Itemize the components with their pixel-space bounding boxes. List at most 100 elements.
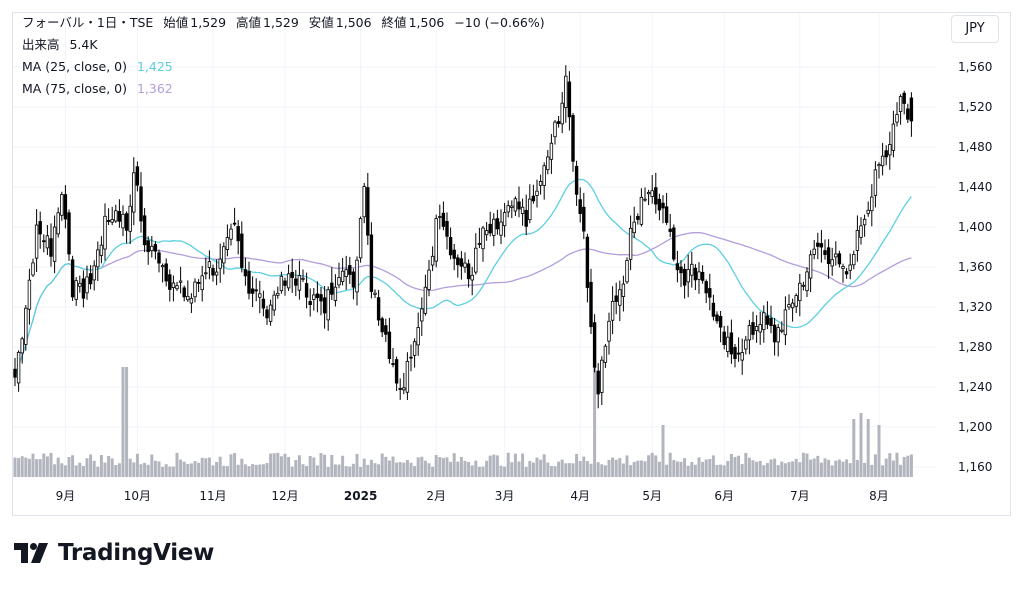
candle-body xyxy=(780,329,784,332)
candle-body xyxy=(906,108,910,120)
y-tick-label: 1,320 xyxy=(958,300,992,314)
candle-body xyxy=(258,293,262,298)
candle-body xyxy=(45,235,50,249)
candle-body xyxy=(355,259,359,293)
candle-body xyxy=(816,242,820,247)
volume-bar xyxy=(481,466,485,477)
volume-bar xyxy=(852,419,856,477)
volume-bar xyxy=(13,457,17,477)
volume-bar xyxy=(168,466,172,477)
candle-body xyxy=(376,297,381,321)
candle-body xyxy=(567,81,572,118)
volume-bar xyxy=(639,460,643,477)
candle-body xyxy=(27,279,32,310)
candle-body xyxy=(492,218,496,236)
ma75-legend[interactable]: MA (75, close, 0) 1,362 xyxy=(22,81,175,97)
volume-bar xyxy=(823,458,827,477)
candle-body xyxy=(193,281,197,298)
volume-bar xyxy=(96,466,100,477)
candle-body xyxy=(553,121,557,138)
symbol-title[interactable]: フォーバル・1日・TSE xyxy=(22,15,154,30)
candle-body xyxy=(898,96,903,112)
volume-bar xyxy=(330,454,334,477)
high-value: 1,529 xyxy=(263,15,299,30)
volume-bar xyxy=(841,461,845,477)
volume-bar xyxy=(697,457,701,477)
volume-bar xyxy=(636,460,640,477)
volume-bar xyxy=(758,460,762,477)
price-axis: 1,560 1,520 1,480 1,440 1,400 1,360 1,320 1,280… xyxy=(958,60,992,474)
x-tick-label: 11月 xyxy=(199,489,226,503)
candle-body xyxy=(870,196,874,212)
tradingview-logo[interactable]: TradingView xyxy=(14,536,214,570)
volume-bar xyxy=(812,458,816,477)
volume-bar xyxy=(420,456,424,477)
volume-bar xyxy=(848,463,852,477)
candle-body xyxy=(844,271,849,275)
volume-bar xyxy=(78,462,82,477)
volume-bar xyxy=(456,461,460,477)
candle-body xyxy=(135,166,140,186)
volume-bar xyxy=(866,419,870,477)
candle-body xyxy=(520,206,525,214)
volume-bar xyxy=(423,460,427,477)
candle-body xyxy=(438,216,442,218)
ma25-label: MA (25, close, 0) xyxy=(22,59,128,74)
candle-body xyxy=(254,289,258,292)
candle-body xyxy=(168,274,172,290)
candle-body xyxy=(798,282,802,301)
candle-body xyxy=(124,213,129,231)
volume-bar xyxy=(855,459,859,477)
volume-bar xyxy=(297,455,301,477)
volume-bar xyxy=(474,460,478,477)
candle-body xyxy=(308,301,312,306)
candle-body xyxy=(88,273,93,285)
volume-bar xyxy=(341,455,345,477)
volume-bar xyxy=(827,459,831,477)
ma25-legend[interactable]: MA (25, close, 0) 1,425 xyxy=(22,59,175,75)
volume-bar xyxy=(614,459,618,477)
volume-bar xyxy=(35,459,39,477)
volume-bar xyxy=(243,464,247,477)
volume-bar xyxy=(517,461,521,477)
candle-body xyxy=(823,250,827,255)
volume-bar xyxy=(715,464,719,477)
x-tick-label: 2025 xyxy=(344,489,377,503)
candle-body xyxy=(60,194,64,216)
volume-bar xyxy=(441,457,445,477)
volume-bar xyxy=(582,456,586,477)
candle-body xyxy=(693,267,698,281)
ma25-path xyxy=(14,178,912,378)
candle-body xyxy=(765,315,770,325)
volume-bar xyxy=(398,462,402,477)
candle-body xyxy=(852,254,856,266)
volume-bar xyxy=(701,461,705,477)
volume-bar xyxy=(402,462,406,477)
candle-body xyxy=(276,292,280,296)
candle-body xyxy=(801,284,806,287)
candle-body xyxy=(538,181,543,186)
candle-body xyxy=(427,269,431,290)
x-tick-label: 10月 xyxy=(124,489,151,503)
chart-frame[interactable] xyxy=(12,12,1011,516)
volume-bar xyxy=(283,453,287,477)
candle-body xyxy=(546,156,550,171)
volume-bar xyxy=(366,464,370,477)
candle-body xyxy=(236,226,240,242)
candle-body xyxy=(636,216,640,220)
volume-bar xyxy=(607,459,611,477)
candle-body xyxy=(189,297,194,304)
volume-bar xyxy=(409,462,413,477)
volume-bar xyxy=(71,455,75,477)
volume-bar xyxy=(499,465,503,477)
volume-bar xyxy=(683,458,687,477)
candle-body xyxy=(783,309,788,336)
volume-bar xyxy=(74,465,78,477)
volume-bar xyxy=(906,455,910,477)
y-tick-label: 1,480 xyxy=(958,140,992,154)
close-label: 終値 xyxy=(381,15,407,30)
volume-bar xyxy=(747,457,751,477)
volume-bar xyxy=(571,463,575,477)
currency-button[interactable]: JPY xyxy=(951,15,999,43)
